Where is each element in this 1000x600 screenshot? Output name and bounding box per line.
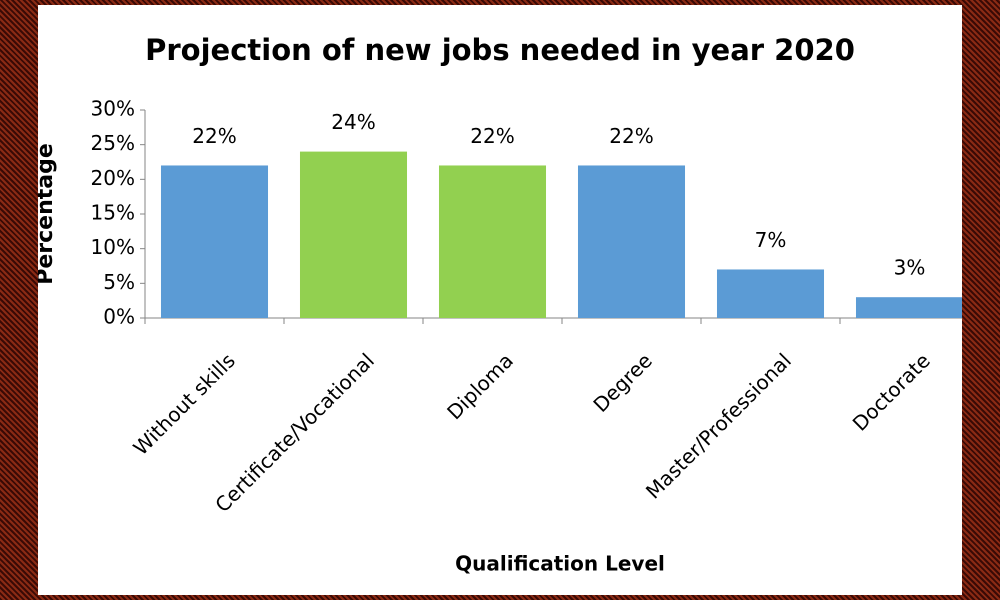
bar <box>438 165 547 318</box>
value-label: 7% <box>755 228 787 252</box>
y-tick-label: 30% <box>91 97 135 121</box>
y-tick-label: 15% <box>91 201 135 225</box>
bar <box>577 165 686 318</box>
y-axis-title: Percentage <box>33 143 58 285</box>
x-axis-title: Qualification Level <box>455 552 665 576</box>
x-tick-label: Master/Professional <box>641 348 796 503</box>
y-tick-label: 0% <box>103 305 135 329</box>
bar <box>716 269 825 318</box>
bar <box>855 297 962 318</box>
y-tick-label: 25% <box>91 131 135 155</box>
bar <box>299 151 408 318</box>
y-tick-label: 5% <box>103 270 135 294</box>
value-label: 24% <box>331 110 375 134</box>
x-tick-label: Doctorate <box>848 348 935 435</box>
value-label: 22% <box>192 124 236 148</box>
value-label: 22% <box>470 124 514 148</box>
value-label: 22% <box>609 124 653 148</box>
chart-body: Projection of new jobs needed in year 20… <box>33 33 962 576</box>
x-tick-label: Diploma <box>442 348 518 424</box>
chart-title: Projection of new jobs needed in year 20… <box>145 33 855 67</box>
x-tick-label: Degree <box>588 348 656 416</box>
x-tick-label: Without skills <box>128 348 239 459</box>
bar <box>160 165 269 318</box>
y-tick-label: 20% <box>91 166 135 190</box>
y-tick-label: 10% <box>91 235 135 259</box>
x-tick-label: Certificate/Vocational <box>210 348 379 517</box>
value-label: 3% <box>894 256 926 280</box>
